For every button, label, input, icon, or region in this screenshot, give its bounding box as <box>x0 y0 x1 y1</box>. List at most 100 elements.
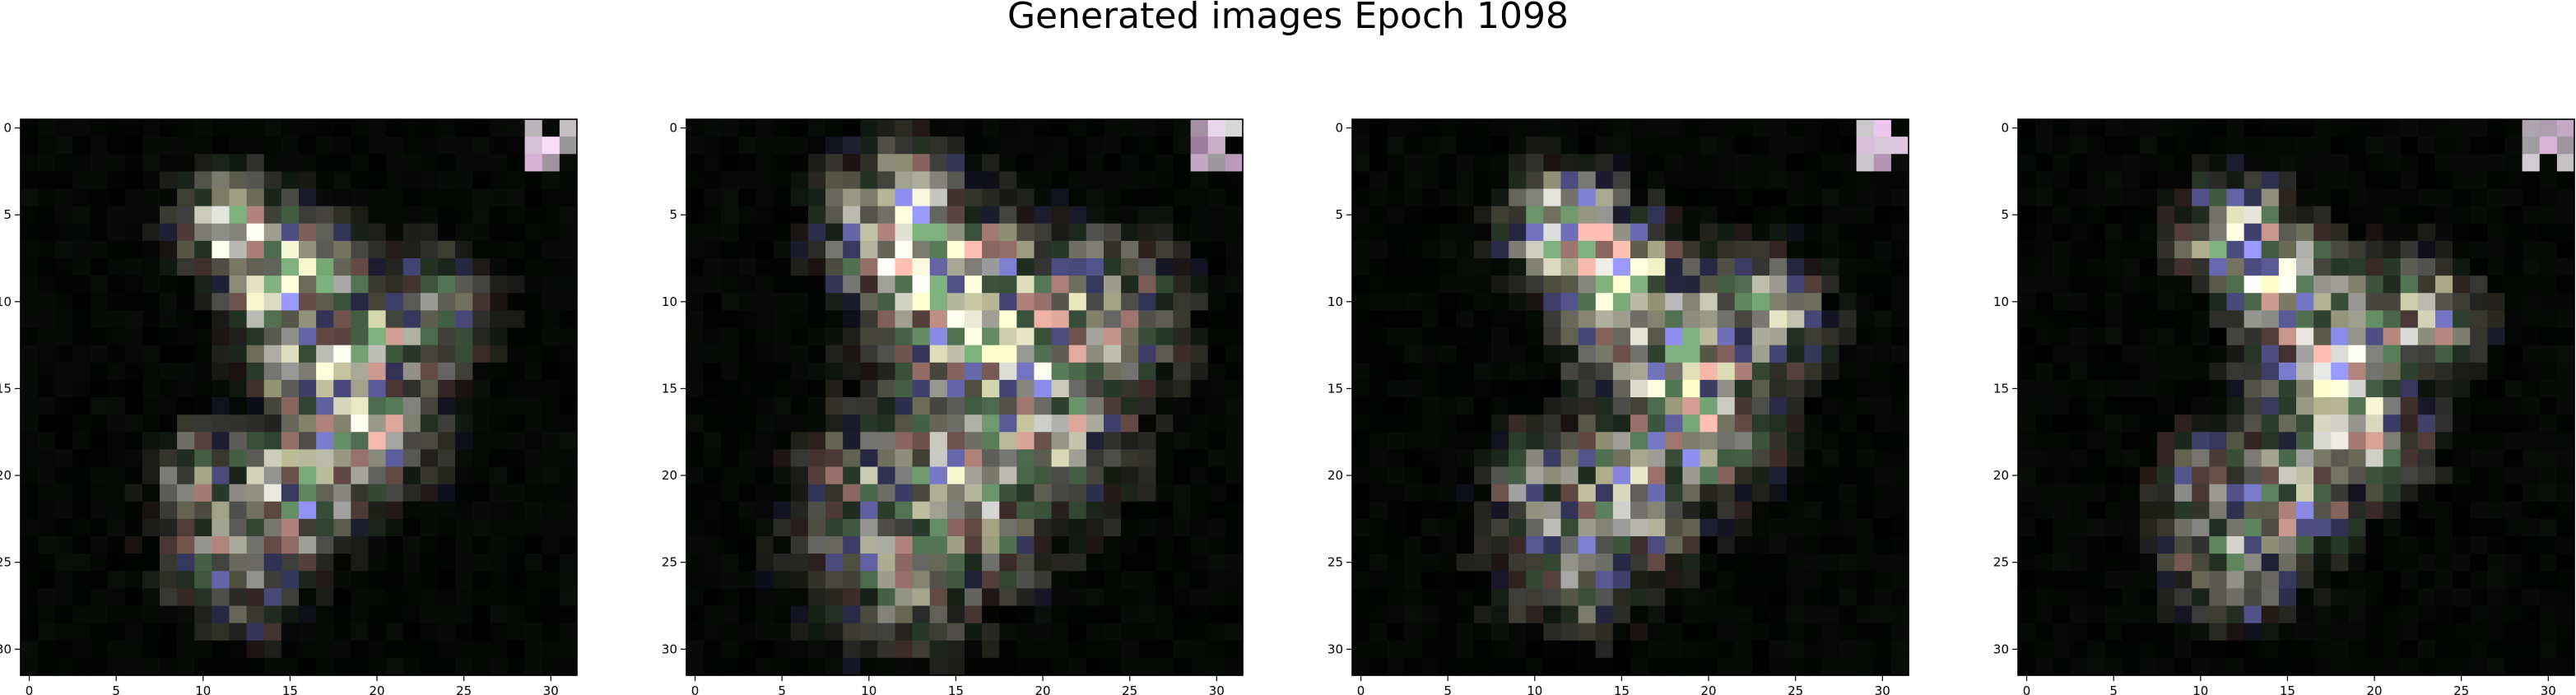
pixel <box>2331 362 2349 381</box>
pixel <box>1595 276 1614 294</box>
pixel <box>1526 605 1544 624</box>
pixel <box>1630 119 1648 137</box>
pixel <box>1068 657 1087 676</box>
pixel <box>1648 379 1666 398</box>
pixel <box>2348 276 2367 294</box>
pixel <box>2018 640 2036 659</box>
pixel <box>790 554 809 572</box>
pixel <box>2539 432 2558 450</box>
pixel <box>2417 327 2436 346</box>
pixel <box>2192 415 2210 433</box>
pixel <box>1051 171 1070 190</box>
pixel <box>877 554 896 572</box>
pixel <box>1421 379 1440 398</box>
pixel <box>177 501 195 520</box>
pixel <box>38 258 56 276</box>
pixel <box>2539 223 2558 242</box>
pixel <box>38 657 56 676</box>
pixel <box>507 571 526 589</box>
pixel <box>38 171 56 190</box>
pixel <box>90 449 109 468</box>
pixel <box>2313 345 2332 364</box>
pixel <box>1421 240 1440 259</box>
pixel <box>299 432 317 450</box>
pixel <box>1560 640 1579 659</box>
pixel <box>1207 518 1226 537</box>
pixel <box>1734 554 1753 572</box>
pixel <box>1439 640 1458 659</box>
pixel <box>246 605 265 624</box>
pixel <box>1700 188 1718 207</box>
pixel <box>1769 554 1788 572</box>
pixel <box>1700 362 1718 381</box>
pixel <box>2522 536 2541 554</box>
pixel <box>2313 293 2332 311</box>
pixel <box>524 640 543 659</box>
pixel <box>2209 449 2228 468</box>
pixel <box>472 137 491 155</box>
pixel <box>1068 345 1087 364</box>
pixel <box>2522 518 2541 537</box>
pixel <box>1543 293 1562 311</box>
pixel <box>1404 223 1423 242</box>
pixel <box>704 327 722 346</box>
pixel <box>2278 310 2297 329</box>
pixel <box>1016 258 1035 276</box>
pixel <box>2244 501 2262 520</box>
pixel <box>1769 379 1788 398</box>
pixel <box>2070 657 2089 676</box>
pixel <box>263 432 282 450</box>
pixel <box>1560 501 1579 520</box>
pixel <box>1821 293 1840 311</box>
pixel <box>1734 258 1753 276</box>
pixel <box>1034 293 1053 311</box>
pixel <box>2504 345 2523 364</box>
pixel <box>559 588 578 607</box>
pixel <box>721 379 739 398</box>
pixel <box>946 571 965 589</box>
pixel <box>877 484 896 503</box>
pixel <box>1578 293 1597 311</box>
pixel <box>1086 310 1104 329</box>
pixel <box>2192 310 2210 329</box>
pixel <box>2261 449 2280 468</box>
pixel <box>90 466 109 485</box>
pixel <box>895 137 914 155</box>
pixel <box>946 466 965 485</box>
pixel <box>2261 240 2280 259</box>
pixel <box>1155 293 1174 311</box>
pixel <box>2209 293 2228 311</box>
pixel <box>982 223 1000 242</box>
pixel <box>1526 240 1544 259</box>
pixel <box>107 188 126 207</box>
pixel <box>2278 571 2297 589</box>
pixel <box>2104 588 2123 607</box>
pixel <box>1016 657 1035 676</box>
pixel <box>438 137 456 155</box>
pixel <box>2348 362 2367 381</box>
pixel <box>177 432 195 450</box>
pixel <box>1734 293 1753 311</box>
pixel <box>2070 605 2089 624</box>
pixel <box>1821 605 1840 624</box>
pixel <box>1034 432 1053 450</box>
pixel <box>55 379 73 398</box>
pixel <box>1155 432 1174 450</box>
pixel <box>402 276 421 294</box>
pixel <box>2470 154 2488 172</box>
pixel <box>2087 501 2106 520</box>
pixel <box>472 362 491 381</box>
pixel <box>1439 119 1458 137</box>
pixel <box>1595 137 1614 155</box>
pixel <box>38 432 56 450</box>
pixel <box>21 137 39 155</box>
pixel <box>1051 623 1070 642</box>
pixel <box>1121 154 1139 172</box>
pixel <box>2278 623 2297 642</box>
pixel <box>704 657 722 676</box>
pixel <box>2261 623 2280 642</box>
pixel <box>507 258 526 276</box>
axes-frame <box>2017 118 2575 676</box>
pixel <box>559 188 578 207</box>
